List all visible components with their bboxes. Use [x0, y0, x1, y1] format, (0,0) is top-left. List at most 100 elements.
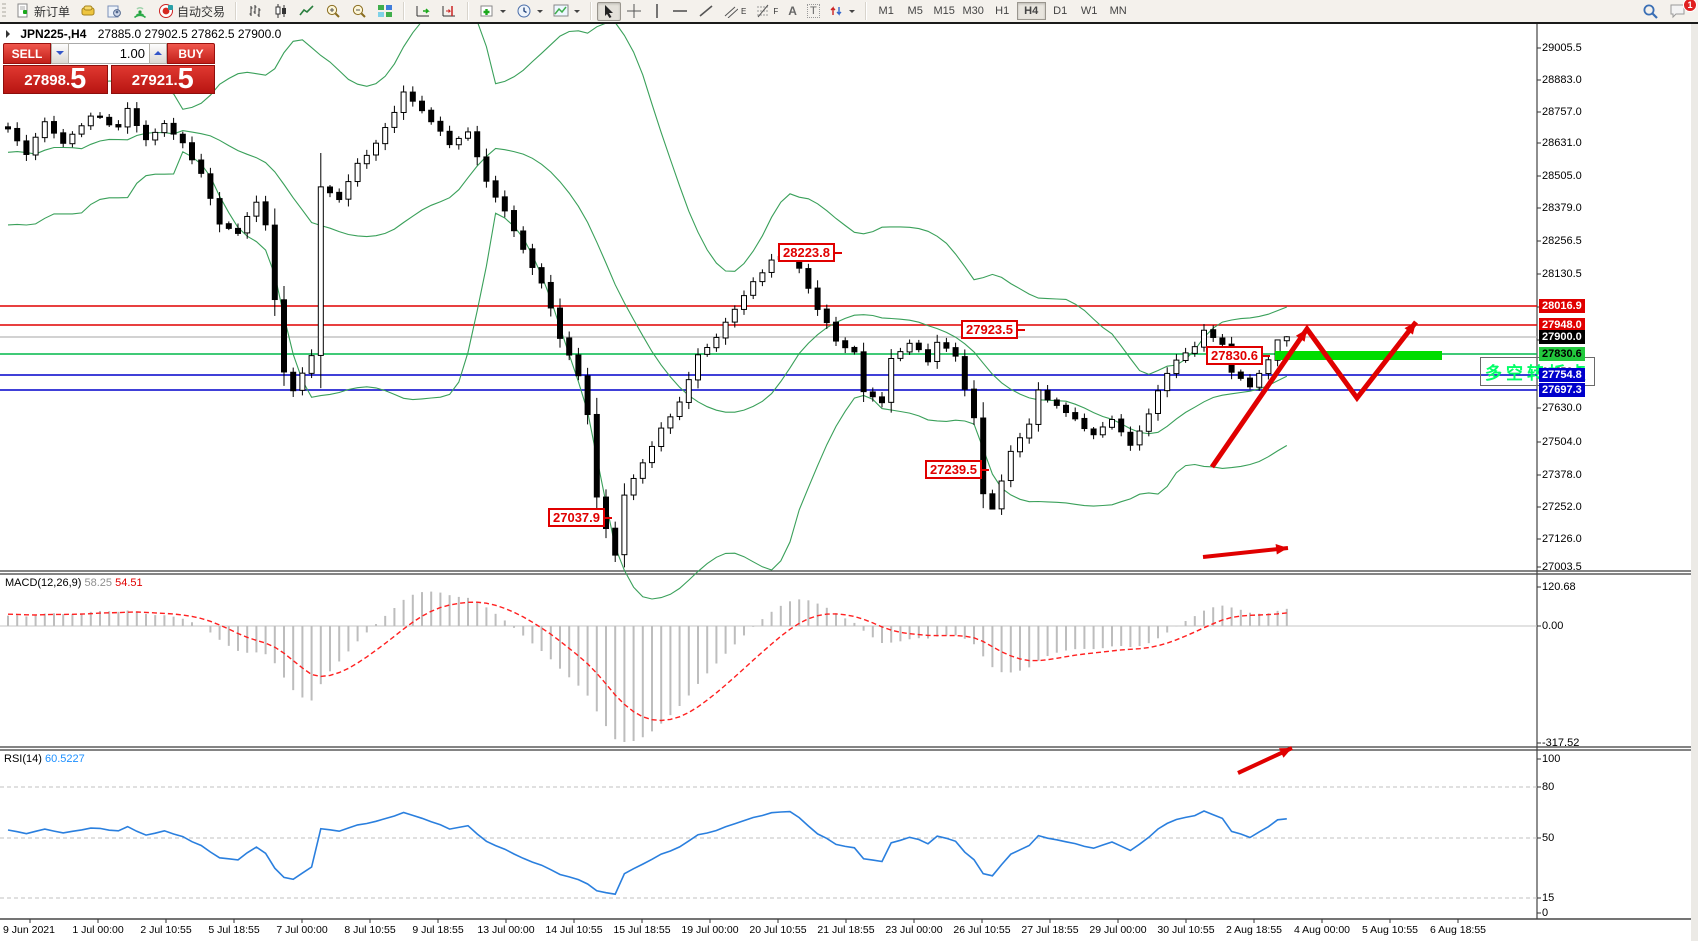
time-label: 26 Jul 10:55: [953, 924, 1011, 936]
timeframe-group: M1 M5 M15 M30 H1 H4 D1 W1 MN: [870, 0, 1135, 22]
price-callout[interactable]: 27923.5: [961, 320, 1025, 339]
time-label: 30 Jul 10:55: [1157, 924, 1215, 936]
zoom-in-button[interactable]: [320, 1, 346, 21]
rsi-tick: 100: [1542, 753, 1561, 765]
volume-increase-button[interactable]: [149, 43, 167, 64]
bar-chart-icon: [247, 3, 263, 19]
candles: [5, 85, 1290, 568]
price-callout[interactable]: 27037.9: [548, 508, 612, 527]
trendline-icon: [698, 3, 714, 19]
new-order-button[interactable]: 新订单: [10, 1, 75, 22]
time-label: 4 Aug 00:00: [1293, 924, 1351, 936]
zoom-out-button[interactable]: [346, 1, 372, 21]
expert-advisor-button[interactable]: [101, 1, 127, 21]
arrows-tool-button[interactable]: [825, 2, 860, 20]
chat-button[interactable]: 1: [1664, 0, 1697, 21]
tile-windows-icon: [377, 3, 393, 19]
rsi-label: RSI(14) 60.5227: [4, 753, 85, 765]
price-tick: 27504.0: [1542, 436, 1582, 448]
time-label: 15 Jul 18:55: [613, 924, 671, 936]
vline-tool-button[interactable]: [647, 1, 667, 21]
time-label: 7 Jul 00:00: [276, 924, 328, 936]
chart-shift-button[interactable]: [436, 1, 462, 21]
fibonacci-tool-button[interactable]: F: [751, 2, 783, 20]
periods-button[interactable]: [511, 1, 548, 21]
bar-chart-button[interactable]: [242, 1, 268, 21]
channel-tool-button[interactable]: E: [719, 2, 751, 20]
macd-tick: -317.52: [1542, 737, 1580, 749]
green-highlight-bar[interactable]: [1275, 351, 1442, 360]
time-label: 6 Aug 18:55: [1429, 924, 1487, 936]
rsi-line: [7, 810, 1287, 896]
indicators-add-icon: [479, 3, 495, 19]
timeframe-button-w1[interactable]: W1: [1080, 5, 1098, 17]
buy-button[interactable]: BUY: [167, 43, 215, 64]
volume-input[interactable]: [69, 44, 149, 63]
time-label: 8 Jul 10:55: [344, 924, 396, 936]
time-label: 27 Jul 18:55: [1021, 924, 1079, 936]
volume-decrease-button[interactable]: [51, 43, 69, 64]
price-tick: 28505.0: [1542, 170, 1582, 182]
timeframe-button-m15[interactable]: M15: [933, 5, 955, 17]
line-chart-button[interactable]: [294, 1, 320, 21]
price-tick: 27003.5: [1542, 561, 1582, 573]
text-tool-button[interactable]: A: [783, 2, 802, 20]
price-callout[interactable]: 27830.6: [1206, 346, 1270, 365]
cursor-tool-button[interactable]: [597, 1, 622, 21]
price-tick: 27126.0: [1542, 533, 1582, 545]
price-callout[interactable]: 28223.8: [778, 243, 842, 262]
timeframe-button-m30[interactable]: M30: [962, 5, 984, 17]
hline-tool-button[interactable]: [667, 4, 693, 18]
timeframe-button-mn[interactable]: MN: [1109, 5, 1127, 17]
price-tick: 27252.0: [1542, 501, 1582, 513]
crosshair-tool-button[interactable]: [621, 1, 647, 21]
toolbar-grip[interactable]: [2, 3, 6, 19]
auto-scroll-button[interactable]: [410, 1, 436, 21]
red-arrow[interactable]: [1237, 746, 1293, 775]
timeframe-button-h1[interactable]: H1: [995, 5, 1010, 17]
price-level-label: 27830.6: [1539, 347, 1585, 361]
trendline-tool-button[interactable]: [693, 1, 719, 21]
time-label: 29 Jul 00:00: [1089, 924, 1147, 936]
label-tool-button[interactable]: T: [802, 2, 825, 20]
candlestick-button[interactable]: [268, 1, 294, 21]
auto-trading-button[interactable]: 自动交易: [153, 1, 230, 22]
one-click-trading-panel: SELL BUY 27898. 5 27921. 5: [3, 43, 215, 94]
tile-windows-button[interactable]: [372, 1, 398, 21]
cursor-icon: [602, 4, 616, 19]
rsi-tick: 50: [1542, 832, 1555, 844]
gold-icon: [80, 3, 96, 19]
symbol-marker-icon: [6, 30, 14, 38]
red-arrow[interactable]: [1209, 320, 1418, 469]
price-tick: 27378.0: [1542, 469, 1582, 481]
timeframe-button-m5[interactable]: M5: [907, 5, 923, 17]
timeframe-button-m1[interactable]: M1: [878, 5, 894, 17]
time-label: 9 Jun 2021: [3, 924, 55, 936]
zoom-out-icon: [351, 3, 367, 19]
timeframe-button-h4[interactable]: H4: [1016, 2, 1046, 20]
price-level-label: 28016.9: [1539, 299, 1585, 313]
buy-price: 27921.: [131, 72, 178, 89]
price-tick: 28130.5: [1542, 268, 1582, 280]
macd-main-value: 58.25: [84, 577, 113, 589]
indicators-button[interactable]: [474, 1, 511, 21]
time-label: 14 Jul 10:55: [545, 924, 603, 936]
buy-price-box[interactable]: 27921. 5: [110, 65, 215, 94]
sell-price-box[interactable]: 27898. 5: [3, 65, 108, 94]
search-button[interactable]: [1637, 1, 1664, 22]
red-arrow[interactable]: [1202, 544, 1289, 559]
deposit-button[interactable]: [75, 1, 101, 21]
horizontal-level-lines: [0, 305, 1537, 391]
sell-button[interactable]: SELL: [3, 43, 51, 64]
fibonacci-letter: F: [773, 6, 779, 16]
search-icon: [1642, 3, 1659, 20]
price-tick: 28883.0: [1542, 74, 1582, 86]
templates-button[interactable]: [548, 1, 585, 21]
timeframe-button-d1[interactable]: D1: [1053, 5, 1068, 17]
window-edge: [1691, 0, 1698, 941]
expert-advisor-icon: [106, 3, 122, 19]
price-tick: 29005.5: [1542, 42, 1582, 54]
price-callout[interactable]: 27239.5: [925, 460, 989, 479]
signal-button[interactable]: [127, 1, 153, 21]
